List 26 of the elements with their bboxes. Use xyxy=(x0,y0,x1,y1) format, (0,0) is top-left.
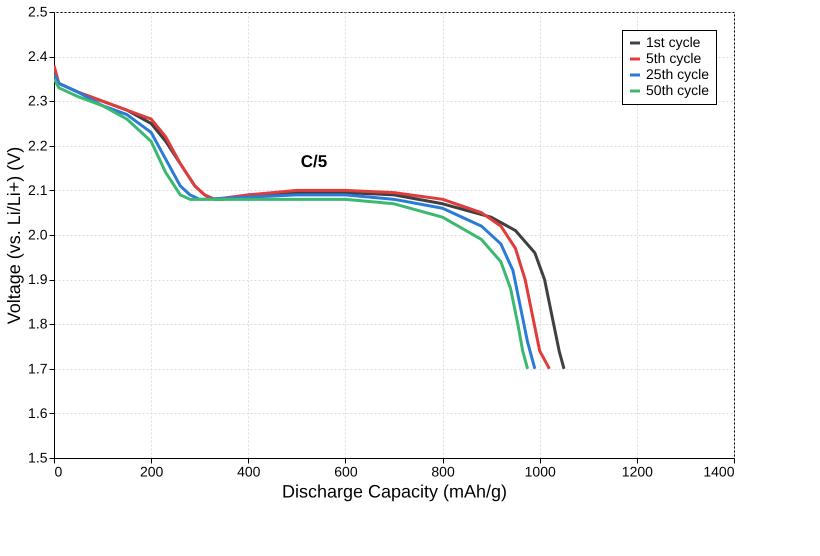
y-tick-label: 2.1 xyxy=(28,182,48,198)
legend-label: 50th cycle xyxy=(646,82,710,98)
x-tick-label: 1000 xyxy=(524,464,556,480)
y-tick-label: 2.0 xyxy=(28,226,48,242)
annotation: C/5 xyxy=(300,152,328,171)
y-tick-label: 1.5 xyxy=(28,450,48,466)
x-tick-label: 200 xyxy=(140,464,164,480)
x-axis-title: Discharge Capacity (mAh/g) xyxy=(282,482,508,502)
y-tick-label: 1.6 xyxy=(28,404,48,421)
y-tick-label: 2.4 xyxy=(28,48,48,64)
x-tick-label: 1400 xyxy=(703,464,735,480)
legend-label: 5th cycle xyxy=(646,50,702,66)
x-tick-label: 0 xyxy=(54,464,62,480)
y-tick-label: 1.8 xyxy=(28,316,48,332)
y-tick-label: 1.7 xyxy=(28,360,48,376)
x-tick-label: 1200 xyxy=(622,464,654,480)
x-tick-label: 600 xyxy=(334,464,358,480)
x-tick-label: 800 xyxy=(431,464,455,480)
legend-label: 25th cycle xyxy=(646,66,710,82)
y-tick-label: 2.3 xyxy=(28,92,48,109)
x-tick-label: 400 xyxy=(237,464,261,480)
legend-label: 1st cycle xyxy=(646,34,701,50)
y-axis-title: Voltage (vs. Li/Li+) (V) xyxy=(4,146,24,324)
y-tick-label: 2.2 xyxy=(28,137,48,154)
y-tick-label: 1.9 xyxy=(28,271,48,288)
y-tick-label: 2.5 xyxy=(28,4,48,20)
